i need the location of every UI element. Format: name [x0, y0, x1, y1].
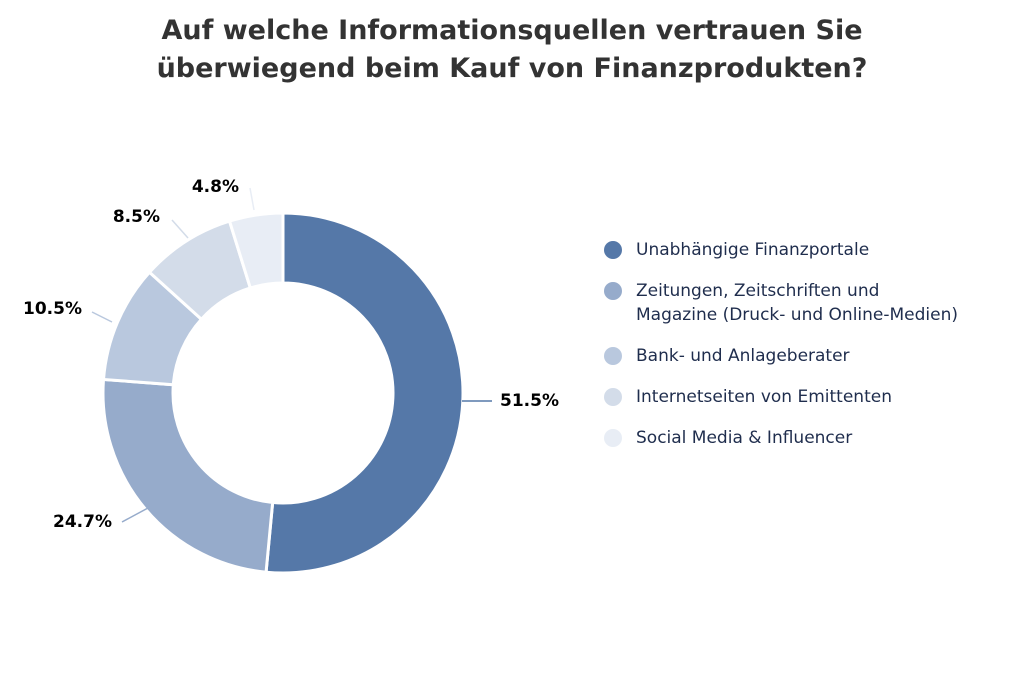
data-labels: 51.5% 24.7% 10.5% 8.5% 4.8%	[23, 177, 559, 532]
chart-title-line-1: Auf welche Informationsquellen vertrauen…	[161, 15, 863, 46]
legend-item-2: Zeitungen, Zeitschriften und Magazine (Dr…	[604, 279, 1014, 327]
donut-slice-5	[227, 211, 285, 290]
chart-title-line-2: überwiegend beim Kauf von Finanzprodukte…	[156, 53, 868, 84]
legend-label-4-line-1: Internetseiten von Emittenten	[636, 387, 892, 407]
legend-swatch-1	[604, 241, 622, 259]
donut-slices	[101, 211, 465, 575]
legend-swatch-4	[604, 388, 622, 406]
legend-item-1: Unabhängige Finanzportale	[604, 238, 1014, 262]
legend-label-2-line-1: Zeitungen, Zeitschriften und	[636, 281, 880, 301]
label-connectors	[91, 187, 492, 523]
legend-swatch-2	[604, 282, 622, 300]
legend-label-1-line-1: Unabhängige Finanzportale	[636, 240, 870, 260]
legend-item-3: Bank- und Anlageberater	[604, 344, 1014, 368]
legend-item-4: Internetseiten von Emittenten	[604, 385, 1014, 409]
data-label-4: 8.5%	[113, 207, 160, 227]
chart-legend: Unabhängige Finanzportale Zeitungen, Zeit…	[604, 238, 1014, 467]
legend-label-2-line-2: Magazine (Druck- und Online-Medien)	[636, 305, 959, 325]
donut-slice-2	[101, 377, 275, 574]
label-connector-4	[171, 219, 189, 239]
label-connector-2	[121, 507, 149, 523]
label-connector-3	[91, 311, 113, 323]
data-label-1: 51.5%	[500, 391, 559, 411]
label-connector-5	[249, 187, 255, 211]
legend-swatch-3	[604, 347, 622, 365]
legend-item-5: Social Media & Influencer	[604, 426, 1014, 450]
legend-label-5-line-1: Social Media & Influencer	[636, 428, 853, 448]
data-label-3: 10.5%	[23, 299, 82, 319]
donut-slice-1	[264, 211, 465, 575]
data-label-2: 24.7%	[53, 512, 112, 532]
legend-swatch-5	[604, 429, 622, 447]
data-label-5: 4.8%	[192, 177, 239, 197]
legend-label-3-line-1: Bank- und Anlageberater	[636, 346, 850, 366]
chart-title: Auf welche Informationsquellen vertrauen…	[0, 12, 1024, 88]
